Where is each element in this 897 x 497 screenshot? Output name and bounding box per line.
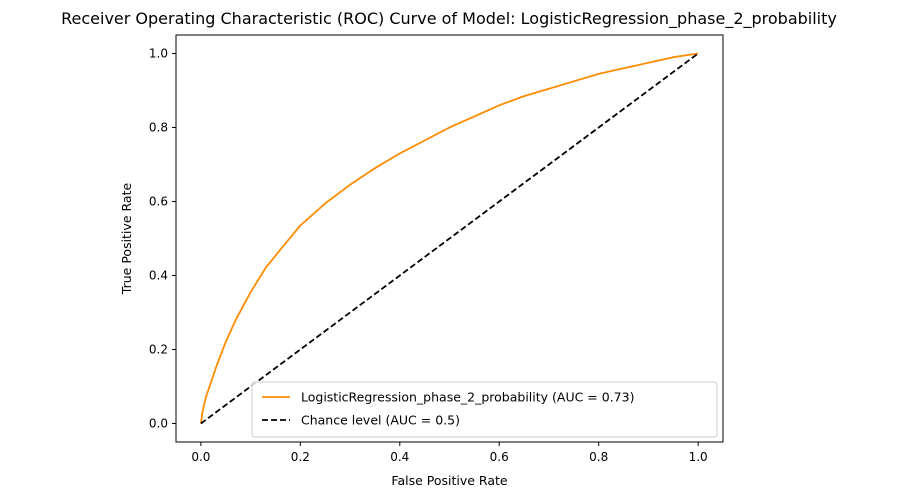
y-tick-label: 0.8 <box>149 121 168 135</box>
legend: LogisticRegression_phase_2_probability (… <box>251 381 718 438</box>
x-axis: 0.0 0.2 0.4 0.6 0.8 1.0 <box>191 442 708 464</box>
legend-label: Chance level (AUC = 0.5) <box>301 413 460 428</box>
x-tick-label: 0.6 <box>490 450 509 464</box>
legend-box <box>251 381 718 438</box>
legend-label: LogisticRegression_phase_2_probability (… <box>301 390 634 405</box>
y-tick-label: 0.4 <box>149 269 168 283</box>
x-tick-label: 0.2 <box>291 450 310 464</box>
y-tick-label: 1.0 <box>149 47 168 61</box>
axes-frame <box>175 34 724 443</box>
plot-area <box>200 52 699 425</box>
x-tick-label: 0.0 <box>191 450 210 464</box>
chance-level-line <box>200 52 699 425</box>
x-axis-label: False Positive Rate <box>391 473 507 488</box>
y-axis: 0.0 0.2 0.4 0.6 0.8 1.0 <box>149 47 176 431</box>
x-tick-label: 0.8 <box>589 450 608 464</box>
x-tick-label: 0.4 <box>390 450 409 464</box>
y-tick-label: 0.6 <box>149 195 168 209</box>
y-tick-label: 0.0 <box>149 417 168 431</box>
y-tick-label: 0.2 <box>149 343 168 357</box>
roc-curve-line <box>200 52 699 424</box>
chart-title: Receiver Operating Characteristic (ROC) … <box>61 9 837 29</box>
y-axis-label: True Positive Rate <box>119 183 134 296</box>
x-tick-label: 1.0 <box>689 450 708 464</box>
